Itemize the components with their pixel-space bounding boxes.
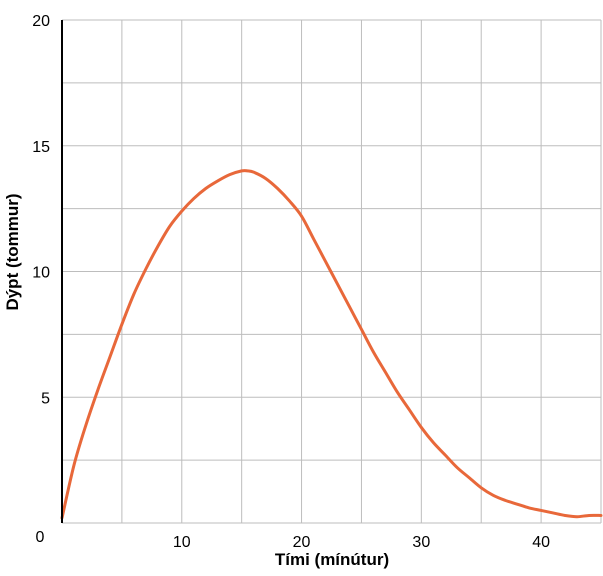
origin-label: 0 [36,529,45,546]
y-tick-label: 15 [32,139,50,156]
y-tick-label: 10 [32,265,50,282]
series-line [60,169,603,520]
series-layer [60,169,603,520]
x-tick-label: 20 [293,534,311,551]
y-axis-label: Dýpt (tommur) [3,193,22,310]
x-tick-label: 30 [412,534,430,551]
x-axis-label: Tími (mínútur) [275,550,389,569]
y-tick-label: 20 [32,13,50,30]
x-tick-label: 40 [532,534,550,551]
y-tick-label: 5 [41,390,50,407]
x-tick-label: 10 [173,534,191,551]
tick-labels: 0 10 20 30 40 5 10 15 20 [32,13,550,551]
